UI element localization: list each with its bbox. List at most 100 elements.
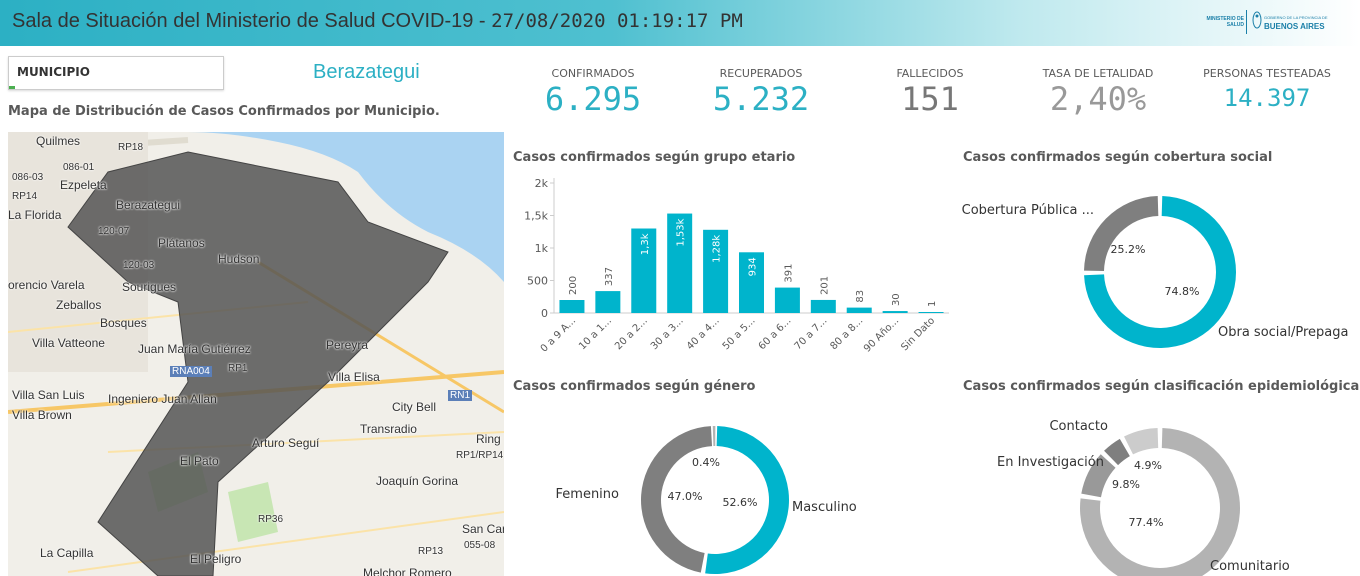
map-label: 086-01 — [63, 162, 95, 173]
slice-value-label: 25.2% — [1111, 243, 1146, 256]
map-label: Villa Elisa — [328, 370, 380, 384]
map-label: 120-07 — [98, 226, 130, 237]
donut-slice[interactable] — [1124, 428, 1159, 455]
bar-data-label: 1 — [927, 301, 938, 307]
x-tick-label: 10 a 1... — [577, 315, 614, 352]
map-label: Zeballos — [56, 298, 102, 312]
coverage-donut-chart[interactable]: 74.8% 25.2% Obra social/Prepaga Cobertura P… — [960, 168, 1360, 374]
bar[interactable] — [846, 307, 872, 313]
park-area — [228, 482, 278, 542]
map-label: Ezpeleta — [60, 178, 107, 192]
municipio-filter[interactable]: MUNICIPIO — [8, 56, 224, 90]
donut-slice[interactable] — [1104, 438, 1130, 466]
map-label: RP36 — [258, 514, 284, 525]
ministry-logo: MINISTERIO DE SALUD — [1206, 16, 1244, 28]
kpi-value: 151 — [901, 80, 959, 118]
map-label: orencio Varela — [8, 278, 85, 292]
map-canvas[interactable] — [8, 132, 504, 576]
kpi-label: PERSONAS TESTEADAS — [1203, 67, 1331, 80]
x-tick-label: 60 a 6... — [757, 315, 794, 352]
bar[interactable] — [918, 312, 944, 313]
bar[interactable] — [774, 287, 800, 313]
map-label: El Pato — [180, 454, 219, 468]
bar[interactable] — [595, 291, 621, 313]
slice-category-label: Femenino — [556, 487, 620, 502]
filter-label: MUNICIPIO — [17, 65, 90, 79]
coverage-chart-title: Casos confirmados según cobertura social — [963, 150, 1273, 165]
bar[interactable] — [559, 300, 585, 313]
kpi-label: FALLECIDOS — [896, 67, 964, 80]
slice-value-label: 52.6% — [723, 496, 758, 509]
kpi-confirmados: CONFIRMADOS 6.295 — [513, 67, 673, 118]
map-label: Plátanos — [158, 236, 205, 250]
gender-chart-title: Casos confirmados según género — [513, 379, 756, 394]
map-label: Berazategui — [116, 198, 181, 212]
map-label: Bosques — [100, 316, 147, 330]
donut-slice[interactable] — [1081, 454, 1116, 498]
bar-data-label: 30 — [891, 293, 902, 306]
kpi-tasa-de-letalidad: TASA DE LETALIDAD 2,40% — [1018, 67, 1178, 118]
bar-data-label: 934 — [748, 257, 759, 276]
map-label: Ring — [476, 432, 501, 446]
x-tick-label: 0 a 9 A... — [539, 315, 578, 354]
donut-slice[interactable] — [705, 426, 789, 574]
filter-selection-bar — [9, 86, 15, 89]
map-label: Joaquín Gorina — [376, 474, 459, 488]
epi-chart-title: Casos confirmados según clasificación ep… — [963, 379, 1360, 394]
bar[interactable] — [667, 213, 693, 313]
donut-slice[interactable] — [712, 426, 716, 447]
y-tick-label: 1,5k — [524, 210, 548, 223]
kpi-value: 5.232 — [712, 80, 810, 118]
kpi-value: 6.295 — [544, 80, 642, 118]
epi-donut-chart[interactable]: 77.4% 9.8% 4.9% Comunitario En Investigación… — [960, 398, 1360, 576]
donut-slice[interactable] — [1084, 196, 1159, 272]
bar[interactable] — [703, 229, 729, 313]
slice-category-label: Cobertura Pública ... — [962, 203, 1094, 218]
kpi-value: 2,40% — [1049, 80, 1147, 118]
kpi-label: TASA DE LETALIDAD — [1042, 67, 1154, 80]
bar-data-label: 1,3k — [640, 233, 651, 255]
map-view[interactable]: Quilmes RP18 086-01 086-03 Ezpeleta RP14 La Fl… — [8, 132, 504, 576]
y-tick-label: 2k — [535, 177, 549, 190]
x-tick-label: 80 a 8... — [829, 315, 866, 352]
map-label: RP14 — [12, 191, 38, 202]
province-seal-icon — [1252, 11, 1262, 29]
map-label: Hudson — [218, 252, 260, 266]
logo-divider — [1246, 10, 1247, 34]
map-label: La Florida — [8, 208, 62, 222]
map-label: Melchor Romero — [363, 566, 452, 576]
y-tick-label: 1k — [535, 242, 549, 255]
slice-value-label: 4.9% — [1134, 459, 1162, 472]
berazategui-polygon[interactable] — [67, 151, 449, 576]
bar[interactable] — [882, 311, 908, 313]
map-label: Quilmes — [36, 134, 81, 148]
bar-data-label: 391 — [783, 263, 794, 282]
x-tick-label: 30 a 3... — [649, 315, 686, 352]
map-label: Sourigues — [122, 280, 177, 294]
slice-value-label: 74.8% — [1165, 285, 1200, 298]
title-timestamp: 27/08/2020 01:19:17 PM — [491, 10, 743, 32]
map-label: Transradio — [360, 422, 417, 436]
bar[interactable] — [739, 252, 764, 313]
slice-value-label: 0.4% — [692, 456, 720, 469]
slice-category-label: Contacto — [1049, 419, 1108, 434]
bar-data-label: 200 — [568, 276, 579, 295]
bar[interactable] — [810, 299, 836, 313]
bar[interactable] — [631, 228, 657, 314]
kpi-value: 14.397 — [1223, 84, 1311, 112]
kpi-label: CONFIRMADOS — [551, 67, 635, 80]
map-label: Pereyra — [326, 338, 369, 352]
gender-donut-chart[interactable]: 52.6% 47.0% 0.4% Masculino Femenino — [510, 398, 955, 576]
map-label: San Car — [462, 522, 504, 536]
donut-slice[interactable] — [1080, 428, 1240, 576]
slice-value-label: 77.4% — [1129, 516, 1164, 529]
x-tick-label: 50 a 5... — [721, 315, 758, 352]
x-tick-label: Sin Dato — [899, 315, 937, 353]
age-bar-chart[interactable]: 0 500 1k 1,5k 2k 200 0 a 9 A... 337 10 a 1... 1,3… — [510, 168, 955, 368]
map-label: 086-03 — [12, 172, 44, 183]
header-bar: Sala de Situación del Ministerio de Salu… — [0, 0, 1360, 46]
road — [67, 511, 504, 573]
bar-data-label: 1,28k — [712, 235, 723, 263]
kpi-label: RECUPERADOS — [719, 67, 803, 80]
donut-slice[interactable] — [640, 426, 713, 573]
